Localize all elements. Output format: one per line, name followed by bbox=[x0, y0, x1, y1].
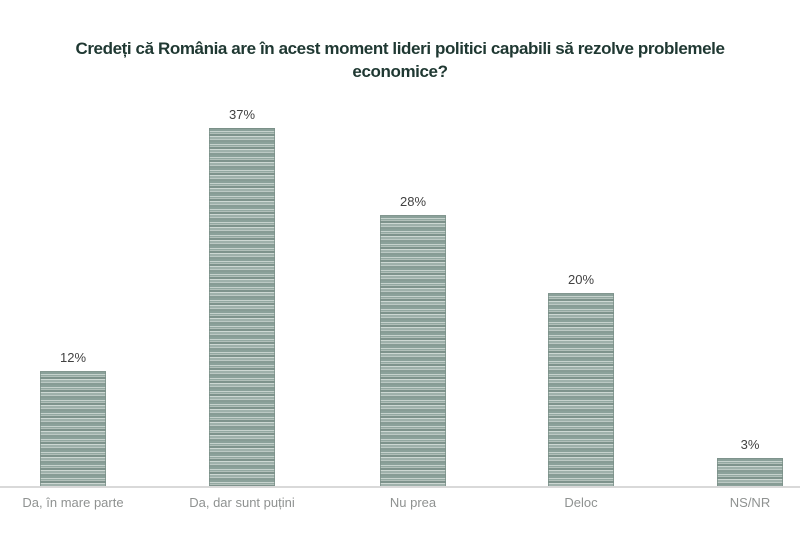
chart-title-line-2: economice? bbox=[352, 62, 448, 81]
bar bbox=[380, 215, 446, 487]
bar-value-label: 28% bbox=[399, 194, 427, 209]
x-axis-line bbox=[0, 486, 800, 488]
bar bbox=[209, 128, 275, 487]
category-label: Deloc bbox=[564, 495, 598, 510]
bar bbox=[717, 458, 783, 487]
category-label: Da, în mare parte bbox=[22, 495, 124, 510]
chart-title: Credeți că România are în acest moment l… bbox=[0, 37, 800, 83]
bar-value-label: 20% bbox=[567, 272, 595, 287]
bar bbox=[40, 371, 106, 487]
chart-title-line-1: Credeți că România are în acest moment l… bbox=[75, 39, 725, 58]
bar-value-label: 12% bbox=[59, 350, 87, 365]
bar-value-label: 37% bbox=[228, 107, 256, 122]
category-label: Nu prea bbox=[389, 495, 437, 510]
bar bbox=[548, 293, 614, 487]
category-label: Da, dar sunt puțini bbox=[189, 495, 295, 510]
bar-value-label: 3% bbox=[740, 437, 760, 452]
category-label: NS/NR bbox=[729, 495, 771, 510]
